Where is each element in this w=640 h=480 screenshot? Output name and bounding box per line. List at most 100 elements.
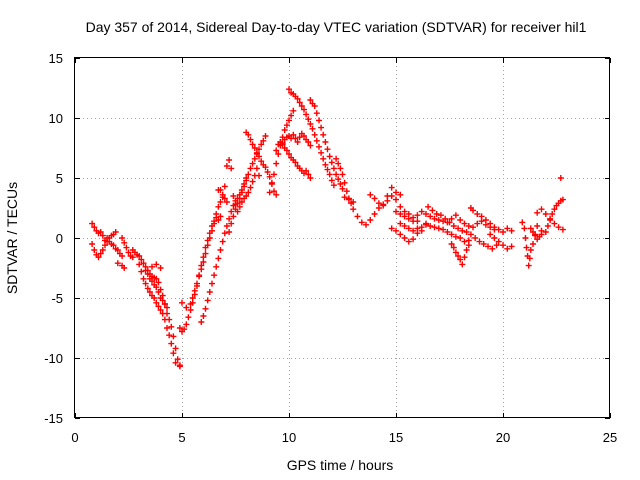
data-point: [217, 199, 224, 205]
data-point: [313, 110, 320, 117]
data-point: [465, 242, 472, 249]
data-point: [330, 165, 337, 172]
series-arc-17: [277, 139, 314, 181]
data-point: [500, 242, 506, 249]
data-point: [316, 117, 322, 124]
data-point: [307, 121, 314, 127]
data-point: [470, 224, 476, 231]
series-arc-30: [534, 175, 566, 233]
data-point: [256, 153, 262, 160]
data-point: [206, 289, 213, 295]
data-point: [187, 307, 194, 313]
data-point: [144, 285, 151, 292]
data-point: [474, 220, 481, 227]
data-point: [519, 219, 526, 226]
series-arc-6: [142, 261, 170, 311]
series-arc-26: [467, 205, 515, 235]
data-point: [215, 217, 222, 223]
data-point: [478, 213, 485, 220]
data-point: [371, 211, 378, 217]
data-point: [181, 326, 188, 333]
data-point: [149, 278, 155, 285]
data-point: [341, 179, 348, 186]
data-point: [354, 213, 361, 220]
data-point: [234, 200, 241, 207]
data-point: [345, 196, 352, 203]
data-point: [176, 363, 183, 370]
data-point: [245, 171, 252, 178]
data-point: [215, 255, 222, 262]
data-point: [226, 229, 233, 235]
data-point: [423, 220, 429, 227]
data-point: [104, 238, 111, 245]
data-point: [474, 211, 481, 217]
data-point: [153, 275, 160, 282]
data-point: [461, 254, 468, 261]
data-point: [185, 314, 192, 321]
data-point: [448, 241, 455, 247]
data-point: [393, 227, 399, 234]
data-point: [112, 229, 119, 235]
data-point: [232, 206, 239, 213]
data-point: [397, 203, 404, 210]
data-point: [371, 195, 378, 202]
data-point: [153, 261, 160, 268]
data-point: [155, 303, 162, 310]
data-point: [333, 171, 340, 178]
data-point: [410, 218, 417, 225]
data-point: [223, 199, 230, 205]
data-point: [200, 313, 207, 319]
series-arc-25: [448, 241, 472, 268]
data-point: [97, 229, 104, 235]
data-point: [522, 235, 529, 241]
data-point: [236, 195, 243, 202]
data-point: [221, 230, 228, 237]
series-arc-5: [136, 261, 183, 370]
data-point: [307, 142, 314, 149]
data-point: [172, 359, 179, 366]
data-point: [555, 224, 562, 231]
data-point: [238, 189, 245, 196]
y-axis-label: SDTVAR / TECUs: [4, 182, 20, 294]
data-point: [491, 235, 498, 241]
data-point: [161, 301, 168, 307]
data-point: [446, 219, 453, 226]
data-point: [249, 160, 256, 167]
data-point: [204, 297, 211, 304]
data-point: [262, 133, 269, 139]
x-axis-label: GPS time / hours: [287, 457, 394, 473]
data-point: [258, 141, 265, 148]
data-point: [316, 143, 322, 150]
data-point: [504, 245, 511, 252]
data-point: [429, 207, 436, 214]
data-point: [527, 225, 534, 232]
data-point: [393, 196, 399, 203]
data-point: [258, 158, 265, 165]
data-point: [305, 139, 312, 145]
data-point: [102, 242, 108, 249]
data-point: [164, 304, 170, 311]
data-point: [324, 146, 331, 153]
data-point: [444, 229, 451, 235]
data-point: [450, 244, 457, 251]
data-point: [427, 223, 434, 229]
data-point: [305, 171, 312, 178]
data-point: [211, 272, 218, 279]
data-point: [91, 247, 98, 253]
data-point: [303, 167, 310, 174]
data-point: [393, 189, 399, 196]
data-point: [341, 194, 348, 201]
data-point: [110, 242, 117, 249]
data-point: [200, 259, 207, 265]
data-point: [273, 147, 280, 154]
data-point: [290, 131, 297, 138]
data-point: [526, 255, 533, 262]
series-arc-21: [388, 221, 429, 245]
data-point: [121, 265, 128, 271]
data-point: [191, 287, 198, 294]
series-arc-28: [519, 219, 539, 269]
series-arc-27: [487, 231, 515, 252]
x-tick-label: 15: [389, 430, 403, 445]
data-point: [157, 307, 164, 313]
data-point: [168, 340, 175, 347]
